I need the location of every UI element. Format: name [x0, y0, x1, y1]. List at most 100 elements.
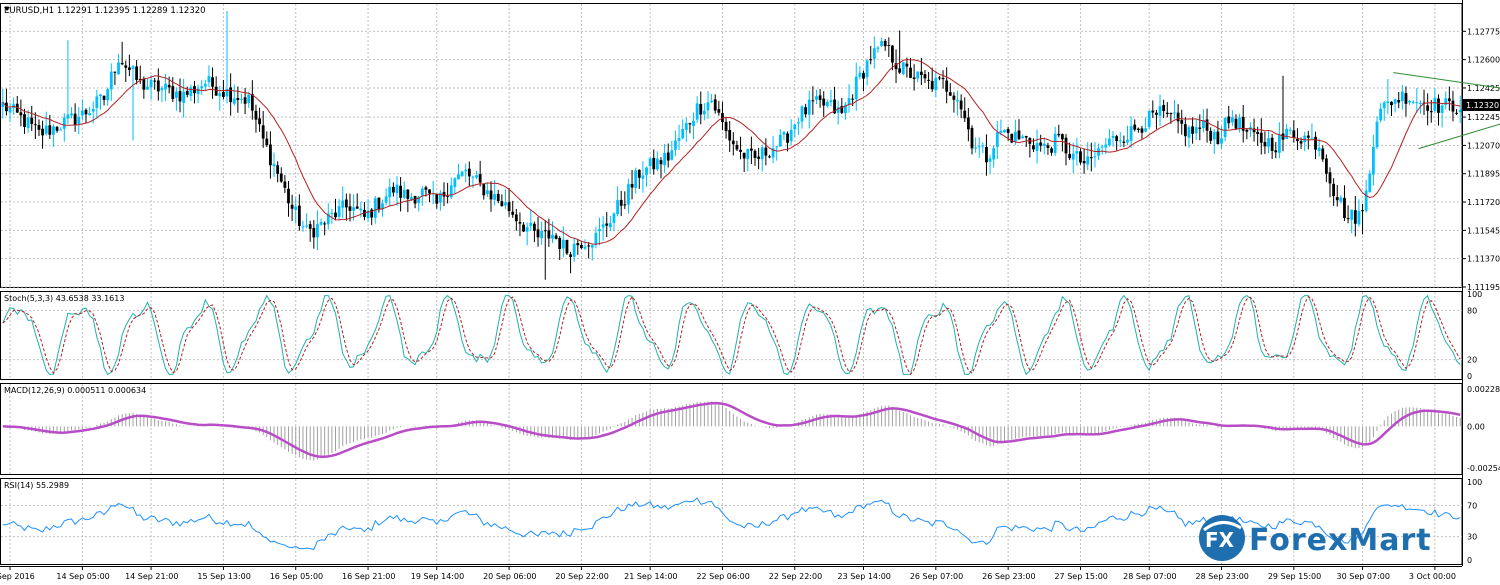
candle-body	[952, 95, 956, 100]
price-tick-label: 1.12775	[1467, 27, 1500, 36]
candle-body	[294, 206, 298, 210]
candle-body	[572, 243, 576, 257]
candle-body	[851, 98, 855, 100]
candle-body	[1375, 121, 1379, 148]
candle-body	[525, 227, 529, 232]
candle-body	[894, 63, 898, 70]
candle-body	[1393, 99, 1397, 104]
candle-body	[482, 183, 486, 196]
candle-body	[391, 186, 395, 193]
candle-body	[8, 107, 12, 113]
candle-body	[1263, 142, 1267, 147]
x-tick-label: 21 Sep 14:00	[624, 572, 677, 581]
candle-body	[1245, 129, 1249, 132]
candle-body	[1064, 137, 1068, 154]
candle-body	[637, 169, 641, 178]
candle-body	[804, 107, 808, 115]
candle-body	[1256, 131, 1260, 135]
x-tick-label: 13 Sep 2016	[0, 572, 35, 581]
candle-body	[178, 90, 182, 102]
candle-body	[1147, 110, 1151, 128]
candle-body	[283, 181, 287, 188]
candle-body	[1032, 145, 1035, 150]
macd-title: MACD(12,26,9) 0.000511 0.000634	[4, 386, 146, 395]
candle-body	[232, 98, 236, 104]
candle-body	[948, 92, 952, 96]
candle-body	[214, 86, 218, 96]
candle-body	[746, 149, 750, 159]
price-tick-label: 1.12600	[1467, 56, 1500, 65]
candle-body	[77, 116, 81, 125]
candle-body	[62, 117, 66, 129]
candle-body	[287, 188, 290, 204]
candle-body	[196, 88, 200, 95]
stoch-title: Stoch(5,3,3) 43.6538 33.1613	[4, 294, 124, 303]
candle-body	[254, 110, 258, 120]
candle-body	[319, 222, 323, 225]
candle-body	[995, 132, 999, 147]
candle-body	[160, 88, 164, 91]
candle-body	[301, 226, 305, 228]
candle-body	[229, 87, 233, 103]
candle-body	[684, 123, 688, 130]
candle-body	[674, 140, 677, 150]
rsi-tick-label: 100	[1467, 478, 1482, 487]
candle-body	[1013, 131, 1017, 142]
candle-body	[977, 146, 981, 148]
candle-body	[616, 200, 619, 215]
candle-body	[1111, 135, 1115, 138]
candle-body	[739, 149, 742, 152]
candle-body	[945, 80, 949, 92]
candle-body	[1209, 130, 1213, 141]
candle-body	[1104, 144, 1108, 148]
candle-body	[330, 212, 334, 214]
candle-body	[1173, 112, 1176, 114]
candle-body	[1451, 100, 1455, 112]
candle-body	[1068, 154, 1072, 159]
macd-tick-label: 0.00	[1467, 422, 1485, 431]
candle-body	[1252, 128, 1256, 133]
candle-body	[865, 60, 869, 78]
x-tick-label: 22 Sep 06:00	[696, 572, 749, 581]
candle-body	[41, 128, 44, 136]
candle-body	[23, 114, 26, 127]
candle-body	[587, 245, 591, 247]
candle-body	[1180, 120, 1184, 124]
candle-body	[52, 126, 55, 135]
candle-body	[974, 147, 978, 149]
candle-body	[428, 189, 431, 194]
candle-body	[717, 109, 721, 113]
candle-body	[1042, 143, 1046, 146]
candle-body	[930, 80, 934, 90]
candle-body	[88, 113, 92, 116]
candle-body	[1433, 97, 1437, 111]
candle-body	[1426, 105, 1430, 111]
candle-body	[337, 206, 341, 217]
candle-body	[124, 65, 128, 68]
candle-body	[905, 63, 909, 67]
candle-body	[1071, 153, 1075, 160]
candle-body	[308, 224, 312, 229]
last-price-box	[1463, 98, 1500, 111]
candle-body	[1053, 133, 1057, 154]
candle-body	[171, 86, 175, 99]
candle-body	[279, 173, 283, 182]
price-tick-label: 1.11895	[1467, 170, 1500, 179]
candle-body	[724, 121, 728, 132]
candle-body	[1220, 138, 1223, 144]
candle-body	[844, 104, 847, 114]
candle-body	[355, 206, 359, 209]
candle-body	[1050, 148, 1053, 153]
candle-body	[713, 99, 717, 111]
candle-body	[757, 156, 761, 159]
candle-body	[471, 176, 475, 178]
candle-body	[399, 185, 403, 198]
candle-body	[174, 91, 178, 98]
candle-body	[240, 98, 243, 100]
candle-body	[1419, 103, 1422, 105]
candle-body	[659, 160, 663, 165]
candle-body	[1299, 141, 1303, 144]
candle-body	[1317, 147, 1321, 152]
candle-body	[1455, 112, 1458, 114]
candle-body	[261, 125, 265, 139]
